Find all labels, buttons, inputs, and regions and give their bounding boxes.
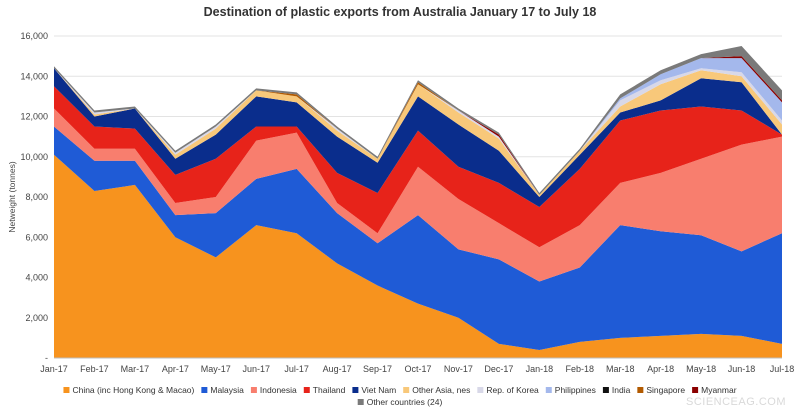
legend-swatch — [357, 399, 364, 405]
legend-swatch — [63, 387, 70, 393]
y-tick-labels: - 2,000 4,000 6,000 8,000 10,000 12,000 14,000 1… — [20, 31, 48, 363]
x-tick-label: Jul-17 — [284, 364, 309, 374]
legend-swatch — [602, 387, 609, 393]
legend-swatch — [477, 387, 484, 393]
legend-item-other-asia-nes: Other Asia, nes — [403, 385, 470, 395]
area-series-group — [54, 46, 782, 358]
x-tick-label: Jan-17 — [40, 364, 68, 374]
area-thailand — [54, 86, 782, 248]
legend-swatch — [250, 387, 257, 393]
x-tick-label: Mar-17 — [121, 364, 150, 374]
legend-item-thailand: Thailand — [303, 385, 346, 395]
legend-item-rep-of-korea: Rep. of Korea — [477, 385, 539, 395]
legend: China (inc Hong Kong & Macao) Malaysia Ind… — [63, 385, 737, 407]
legend-swatch — [352, 387, 359, 393]
area-viet-nam — [54, 68, 782, 208]
legend-label: Rep. of Korea — [486, 385, 539, 395]
legend-item-viet-nam: Viet Nam — [352, 385, 396, 395]
legend-item-other-countries-24: Other countries (24) — [357, 397, 443, 407]
y-tick-label: 2,000 — [25, 313, 48, 323]
x-tick-label: Jun-17 — [242, 364, 270, 374]
legend-label: Malaysia — [210, 385, 244, 395]
x-tick-label: Jan-18 — [526, 364, 554, 374]
legend-swatch — [201, 387, 208, 393]
chart-title: Destination of plastic exports from Aust… — [204, 5, 597, 19]
x-tick-labels: Jan-17 Feb-17 Mar-17 Apr-17 May-17 Jun-17 Jul-… — [40, 364, 794, 374]
x-tick-label: Feb-17 — [80, 364, 109, 374]
legend-label: China (inc Hong Kong & Macao) — [72, 385, 194, 395]
x-tick-label: Apr-18 — [647, 364, 674, 374]
y-tick-label: 8,000 — [25, 192, 48, 202]
y-axis-label: Netweight (tonnes) — [7, 161, 17, 233]
legend-label: Other Asia, nes — [412, 385, 470, 395]
legend-item-malaysia: Malaysia — [201, 385, 244, 395]
legend-label: Singapore — [646, 385, 685, 395]
y-tick-label: 14,000 — [20, 71, 48, 81]
area-other-asia-nes — [54, 68, 782, 197]
y-tick-label: 12,000 — [20, 112, 48, 122]
legend-item-india: India — [602, 385, 631, 395]
legend-label: Myanmar — [701, 385, 737, 395]
legend-item-myanmar: Myanmar — [692, 385, 737, 395]
area-malaysia — [54, 126, 782, 350]
legend-label: Other countries (24) — [367, 397, 443, 407]
x-tick-label: Oct-17 — [404, 364, 431, 374]
legend-label: Philippines — [555, 385, 596, 395]
x-tick-label: May-18 — [686, 364, 716, 374]
legend-swatch — [403, 387, 410, 393]
watermark-text: SCIENCEAG.COM — [685, 396, 786, 408]
area-china-inc-hong-kong-macao — [54, 154, 782, 358]
y-tick-label: 10,000 — [20, 152, 48, 162]
legend-item-china-inc-hong-kong-macao: China (inc Hong Kong & Macao) — [63, 385, 195, 395]
legend-item-indonesia: Indonesia — [250, 385, 297, 395]
x-tick-label: Sep-17 — [363, 364, 392, 374]
y-tick-label: 16,000 — [20, 31, 48, 41]
x-tick-label: Mar-18 — [606, 364, 635, 374]
legend-label: Viet Nam — [361, 385, 396, 395]
legend-item-singapore: Singapore — [637, 385, 685, 395]
legend-swatch — [692, 387, 699, 393]
legend-label: Thailand — [313, 385, 346, 395]
legend-swatch — [303, 387, 310, 393]
x-tick-label: Aug-17 — [323, 364, 352, 374]
x-tick-label: May-17 — [201, 364, 231, 374]
x-tick-label: Jun-18 — [728, 364, 756, 374]
y-tick-label: 4,000 — [25, 273, 48, 283]
legend-item-philippines: Philippines — [545, 385, 596, 395]
x-tick-label: Apr-17 — [162, 364, 189, 374]
legend-label: India — [612, 385, 631, 395]
legend-swatch — [637, 387, 644, 393]
x-tick-label: Nov-17 — [444, 364, 473, 374]
x-tick-label: Dec-17 — [484, 364, 513, 374]
area-indonesia — [54, 108, 782, 282]
legend-label: Indonesia — [260, 385, 297, 395]
y-tick-label: - — [45, 353, 48, 363]
x-tick-label: Feb-18 — [566, 364, 595, 374]
y-tick-label: 6,000 — [25, 232, 48, 242]
x-tick-label: Jul-18 — [770, 364, 795, 374]
legend-swatch — [545, 387, 552, 393]
